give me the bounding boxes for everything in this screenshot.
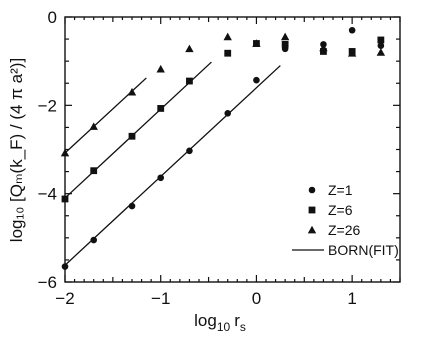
data-point-z26 <box>60 148 70 157</box>
fit-lines <box>64 61 281 266</box>
data-point-z6 <box>61 195 69 203</box>
data-point-z26 <box>127 87 137 96</box>
data-point-z6 <box>377 36 385 44</box>
data-point-z26 <box>319 43 328 52</box>
data-point-z26 <box>376 48 386 56</box>
data-point-z1 <box>253 76 260 84</box>
legend-z6-swatch <box>308 206 316 214</box>
x-tick-label: −1 <box>151 289 170 308</box>
data-point-z26 <box>185 44 194 53</box>
axis-ticks: −2 −1 0 1 −6 −4 −2 0 <box>38 8 401 308</box>
legend-z26-label: Z=26 <box>328 222 361 238</box>
data-point-z1 <box>224 109 232 117</box>
data-point-z1 <box>186 147 193 155</box>
data-point-z1 <box>128 202 136 210</box>
data-point-z1 <box>377 42 385 50</box>
data-point-z6 <box>320 48 327 55</box>
y-tick-label: −2 <box>38 96 57 115</box>
born-fit-line <box>64 65 281 266</box>
legend-z6-label: Z=6 <box>328 202 353 218</box>
data-point-z1 <box>90 236 98 244</box>
data-point-z6 <box>224 49 232 57</box>
data-point-z6 <box>90 167 98 175</box>
legend-z1-swatch <box>308 186 316 194</box>
x-tick-label: 0 <box>252 289 261 308</box>
data-point-z1 <box>348 26 356 34</box>
data-point-z26 <box>156 64 165 73</box>
data-point-z26 <box>347 49 357 57</box>
x-axis-title: log10 rs <box>194 311 246 334</box>
data-point-z1 <box>157 174 165 182</box>
born-fit-line <box>64 77 147 154</box>
data-point-z6 <box>157 105 165 112</box>
x-tick-label: −2 <box>55 289 74 308</box>
data-point-z26 <box>252 39 261 47</box>
born-fit-line <box>64 61 212 199</box>
legend-z1-label: Z=1 <box>328 182 353 198</box>
data-point-z1 <box>61 263 69 270</box>
y-tick-label: 0 <box>48 8 57 27</box>
y-tick-label: −6 <box>38 273 57 292</box>
x-tick-label: 1 <box>347 289 356 308</box>
data-point-z6 <box>128 132 136 140</box>
data-point-z26 <box>280 32 290 41</box>
legend-z26-swatch <box>307 225 317 234</box>
y-tick-label: −4 <box>38 185 57 204</box>
legend-bornfit-label: BORN(FIT) <box>328 242 399 258</box>
legend: Z=1 Z=6 Z=26 BORN(FIT) <box>292 182 399 258</box>
data-point-z26 <box>89 122 98 130</box>
data-points <box>60 26 386 270</box>
data-point-z6 <box>281 40 289 48</box>
y-axis-title: log₁₀ [Qₘ(k_F) / (4 π a²)] <box>7 58 26 242</box>
data-point-z6 <box>186 77 193 85</box>
data-point-z26 <box>223 32 232 41</box>
